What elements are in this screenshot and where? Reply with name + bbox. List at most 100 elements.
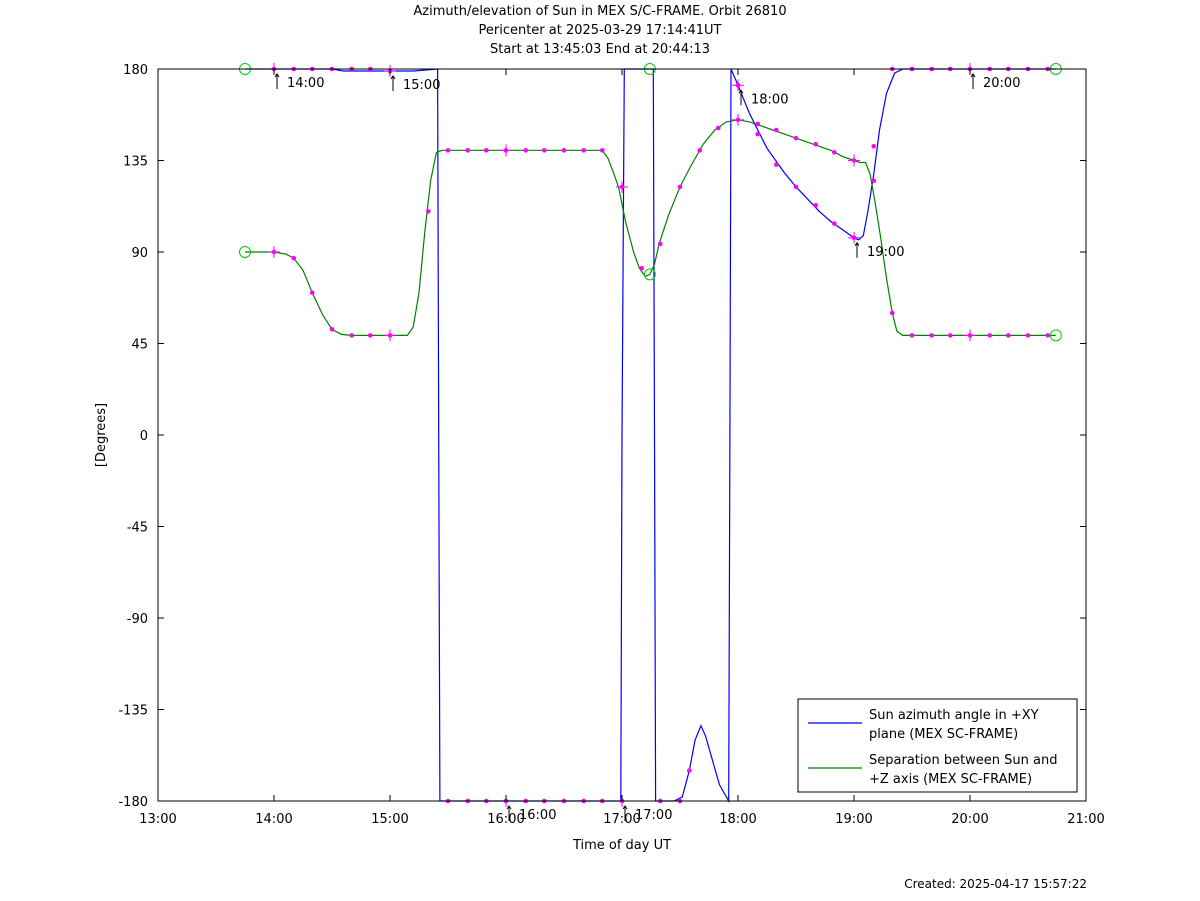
data-point-dot xyxy=(735,82,741,88)
data-point-dot xyxy=(755,121,761,127)
time-mark-arrow xyxy=(970,73,976,78)
data-point-dot xyxy=(773,127,779,133)
data-point-dot xyxy=(686,768,692,773)
data-point-dot xyxy=(831,221,837,226)
time-mark-arrow xyxy=(854,241,860,247)
data-point-dot xyxy=(793,184,799,190)
y-tick-label: -135 xyxy=(118,704,148,719)
data-point-dot xyxy=(813,141,819,147)
data-point-dot xyxy=(581,148,587,153)
x-tick-label: 15:00 xyxy=(371,812,408,827)
legend: Sun azimuth angle in +XY plane (MEX SC-FR… xyxy=(797,698,1078,793)
data-point-dot xyxy=(425,209,431,214)
data-point-dot xyxy=(349,333,355,338)
time-mark-label: 14:00 xyxy=(287,76,324,91)
data-point-dot xyxy=(967,333,973,338)
series-azimuth-line xyxy=(245,68,1056,804)
data-point-dot xyxy=(599,148,605,153)
data-point-dot xyxy=(1045,333,1051,338)
x-tick-label: 18:00 xyxy=(719,812,756,827)
data-point-dot xyxy=(291,255,297,261)
data-point-dot xyxy=(523,148,529,153)
time-mark-label: 19:00 xyxy=(867,245,904,260)
x-tick-label: 13:00 xyxy=(139,812,176,827)
x-axis-label: Time of day UT xyxy=(572,838,671,853)
x-tick-label: 16:00 xyxy=(487,812,524,827)
chart-title-line-1: Azimuth/elevation of Sun in MEX S/C-FRAM… xyxy=(413,4,787,19)
data-point-dot xyxy=(619,184,625,190)
data-point-dot xyxy=(909,333,915,338)
legend-label: Sun azimuth angle in +XY xyxy=(869,708,1039,723)
data-point-dot xyxy=(271,249,277,255)
time-mark-label: 20:00 xyxy=(983,76,1020,91)
legend-label: plane (MEX SC-FRAME) xyxy=(869,727,1018,742)
y-tick-label: 90 xyxy=(131,246,148,261)
data-point-dot xyxy=(813,202,819,208)
data-point-dot xyxy=(889,310,895,316)
data-point-dot xyxy=(851,158,857,163)
data-point-dot xyxy=(715,125,721,131)
legend-box xyxy=(797,698,1078,793)
axis-ticks: 13:00 14:00 15:00 16:00 17:00 18:00 19:00 20:00… xyxy=(118,63,1104,827)
time-mark-label: 17:00 xyxy=(635,808,672,823)
data-point-dot xyxy=(483,148,489,153)
data-point-dot xyxy=(465,148,471,153)
data-point-dot xyxy=(871,178,877,184)
event-circle-marker xyxy=(1049,329,1062,342)
y-axis-label: [Degrees] xyxy=(94,403,109,467)
data-point-dot xyxy=(541,148,547,153)
y-tick-label: -180 xyxy=(118,795,148,810)
legend-label: +Z axis (MEX SC-FRAME) xyxy=(869,772,1032,787)
x-tick-label: 19:00 xyxy=(835,812,872,827)
time-mark-arrow xyxy=(390,75,396,80)
time-mark-arrow xyxy=(622,805,628,810)
data-point-dot xyxy=(445,148,451,153)
y-tick-label: 135 xyxy=(123,155,148,170)
data-point-dot xyxy=(309,290,315,295)
data-point-dot xyxy=(851,235,857,241)
y-tick-label: 45 xyxy=(131,338,148,353)
data-point-dot xyxy=(697,148,703,153)
x-tick-label: 21:00 xyxy=(1067,812,1104,827)
data-point-dot xyxy=(793,135,799,141)
x-tick-label: 20:00 xyxy=(951,812,988,827)
chart-title-line-2: Pericenter at 2025-03-29 17:14:41UT xyxy=(478,23,722,38)
series-separation-line xyxy=(245,119,1056,336)
chart-title-line-3: Start at 13:45:03 End at 20:44:13 xyxy=(489,42,711,57)
data-point-dot xyxy=(735,117,741,123)
data-point-dot xyxy=(561,148,567,153)
data-point-dot xyxy=(503,148,509,153)
legend-label: Separation between Sun and xyxy=(869,753,1057,768)
data-point-dot xyxy=(755,131,761,137)
y-tick-label: -45 xyxy=(127,521,148,536)
data-point-dot xyxy=(947,333,953,338)
data-point-dot xyxy=(871,143,877,149)
time-mark-label: 16:00 xyxy=(519,808,556,823)
data-point-dot xyxy=(987,333,993,338)
created-timestamp: Created: 2025-04-17 15:57:22 xyxy=(904,877,1087,891)
data-point-dot xyxy=(329,326,335,332)
x-tick-label: 14:00 xyxy=(255,812,292,827)
x-tick-label: 17:00 xyxy=(603,812,640,827)
data-point-dot xyxy=(367,333,373,338)
data-point-dot xyxy=(1025,333,1031,338)
time-mark-label: 15:00 xyxy=(403,78,440,93)
data-point-dot xyxy=(1005,333,1011,338)
data-point-dot xyxy=(387,333,393,338)
y-tick-label: 0 xyxy=(140,429,148,444)
time-mark-arrow xyxy=(738,89,744,94)
time-mark-label: 18:00 xyxy=(751,92,788,107)
time-mark-arrow xyxy=(274,73,280,78)
event-circle-marker xyxy=(643,268,656,281)
y-tick-label: 180 xyxy=(123,63,148,78)
data-point-dot xyxy=(639,265,645,271)
data-point-dot xyxy=(929,333,935,338)
data-point-dot xyxy=(831,150,837,155)
time-mark-arrow xyxy=(506,805,512,810)
data-point-dot xyxy=(657,241,663,247)
data-point-dot xyxy=(773,162,779,167)
data-point-dot xyxy=(677,184,683,190)
y-tick-label: -90 xyxy=(127,612,148,627)
event-circle-marker xyxy=(239,246,251,258)
